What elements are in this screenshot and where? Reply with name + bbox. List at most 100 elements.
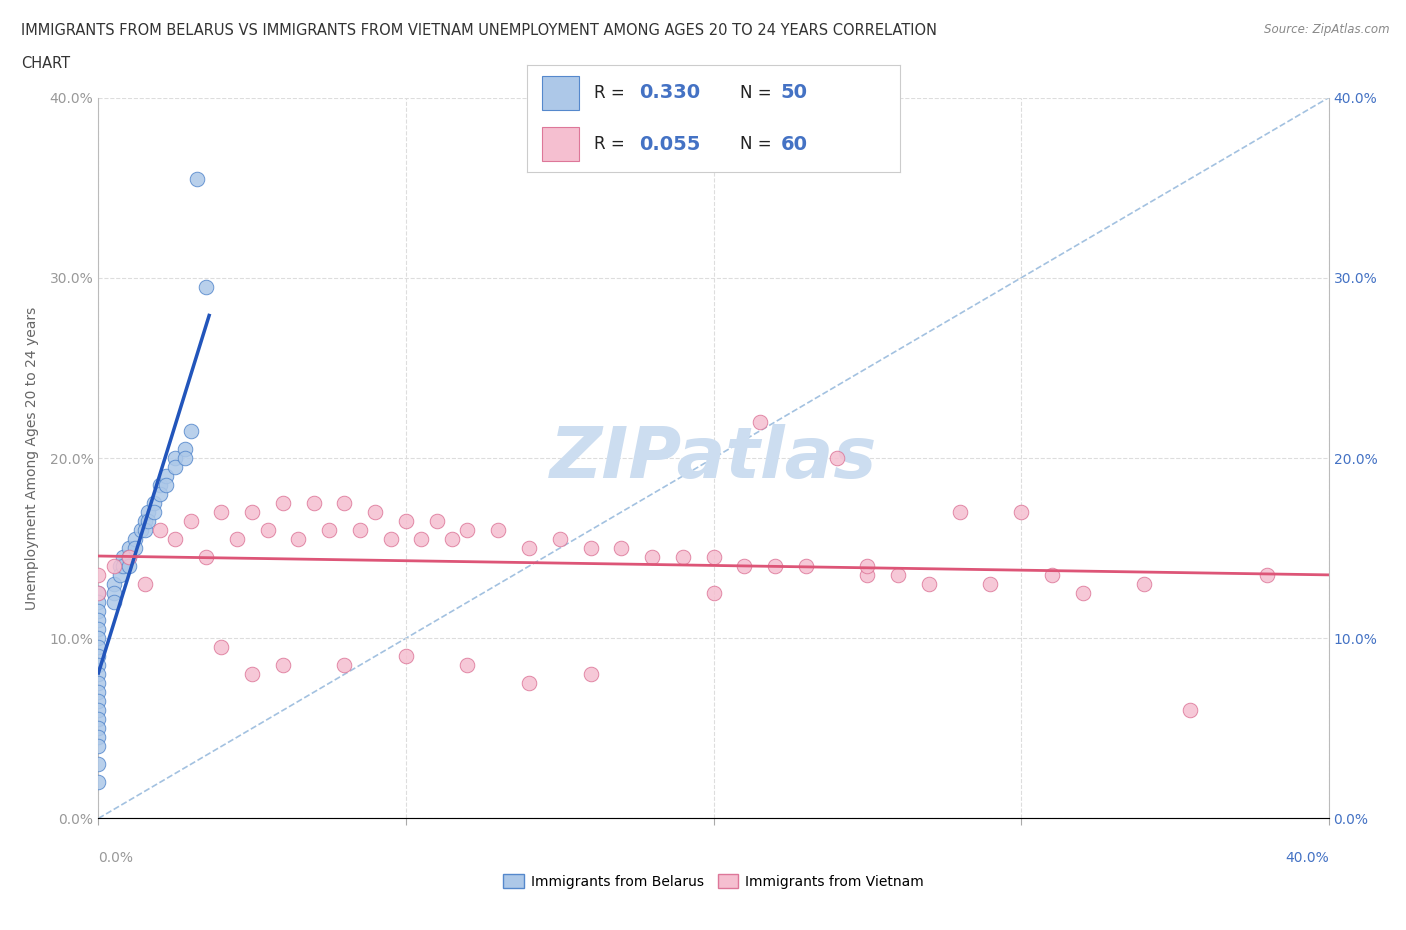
Point: [271, 658, 294, 672]
Point: [703, 550, 725, 565]
Point: [364, 505, 387, 520]
Point: [134, 523, 156, 538]
Point: [211, 505, 233, 520]
Legend: Immigrants from Belarus, Immigrants from Vietnam: Immigrants from Belarus, Immigrants from…: [498, 869, 929, 895]
Point: [87, 703, 110, 718]
Point: [103, 586, 125, 601]
Point: [1071, 586, 1094, 601]
Point: [333, 496, 356, 511]
Point: [411, 532, 433, 547]
Text: CHART: CHART: [21, 56, 70, 71]
Point: [108, 567, 131, 582]
Point: [87, 738, 110, 753]
Point: [87, 775, 110, 790]
Point: [87, 694, 110, 709]
Point: [979, 577, 1001, 591]
Point: [349, 523, 371, 538]
Point: [134, 577, 156, 591]
Point: [180, 513, 202, 528]
Point: [579, 667, 602, 682]
Point: [87, 586, 110, 601]
Text: ZIPatlas: ZIPatlas: [550, 423, 877, 493]
Text: 0.330: 0.330: [640, 84, 700, 102]
Point: [1040, 567, 1063, 582]
Point: [87, 622, 110, 637]
Point: [1133, 577, 1156, 591]
Point: [318, 523, 340, 538]
Point: [456, 658, 478, 672]
Point: [112, 550, 135, 565]
Point: [136, 513, 159, 528]
Point: [426, 513, 449, 528]
Point: [1010, 505, 1032, 520]
Point: [118, 550, 141, 565]
Point: [748, 415, 770, 430]
Point: [579, 540, 602, 555]
Point: [124, 540, 146, 555]
Text: 0.055: 0.055: [640, 135, 700, 153]
Point: [87, 684, 110, 699]
Point: [87, 649, 110, 664]
Point: [103, 577, 125, 591]
Point: [240, 667, 263, 682]
Text: N =: N =: [740, 84, 776, 102]
Point: [380, 532, 402, 547]
Point: [87, 721, 110, 736]
Point: [517, 540, 540, 555]
Point: [87, 730, 110, 745]
Point: [672, 550, 695, 565]
Point: [149, 478, 172, 493]
Point: [155, 478, 177, 493]
Point: [195, 550, 218, 565]
Text: 0.0%: 0.0%: [98, 851, 134, 865]
Point: [256, 523, 278, 538]
Point: [918, 577, 941, 591]
Point: [87, 631, 110, 645]
Point: [395, 513, 418, 528]
Point: [887, 567, 910, 582]
Point: [548, 532, 571, 547]
Point: [1180, 703, 1202, 718]
Point: [173, 451, 195, 466]
Point: [87, 567, 110, 582]
Point: [395, 649, 418, 664]
Point: [517, 676, 540, 691]
Point: [87, 757, 110, 772]
Point: [856, 559, 879, 574]
Point: [271, 496, 294, 511]
Point: [165, 532, 187, 547]
Point: [610, 540, 633, 555]
Point: [825, 451, 848, 466]
Point: [180, 423, 202, 438]
Point: [763, 559, 786, 574]
Point: [173, 442, 195, 457]
Point: [456, 523, 478, 538]
Point: [486, 523, 509, 538]
Y-axis label: Unemployment Among Ages 20 to 24 years: Unemployment Among Ages 20 to 24 years: [24, 306, 38, 610]
Point: [87, 640, 110, 655]
Text: 40.0%: 40.0%: [1285, 851, 1329, 865]
Point: [118, 550, 141, 565]
Point: [134, 513, 156, 528]
Point: [124, 532, 146, 547]
Point: [87, 658, 110, 672]
Point: [136, 505, 159, 520]
Text: IMMIGRANTS FROM BELARUS VS IMMIGRANTS FROM VIETNAM UNEMPLOYMENT AMONG AGES 20 TO: IMMIGRANTS FROM BELARUS VS IMMIGRANTS FR…: [21, 23, 936, 38]
Text: 50: 50: [780, 84, 807, 102]
Point: [195, 279, 218, 294]
Point: [441, 532, 464, 547]
Point: [856, 567, 879, 582]
Point: [87, 586, 110, 601]
Point: [733, 559, 755, 574]
Point: [302, 496, 325, 511]
Point: [87, 613, 110, 628]
Point: [103, 559, 125, 574]
Point: [131, 523, 153, 538]
Point: [211, 640, 233, 655]
Point: [118, 540, 141, 555]
Point: [149, 486, 172, 501]
Bar: [543, 127, 579, 162]
Point: [240, 505, 263, 520]
Point: [87, 604, 110, 618]
Point: [186, 171, 208, 186]
